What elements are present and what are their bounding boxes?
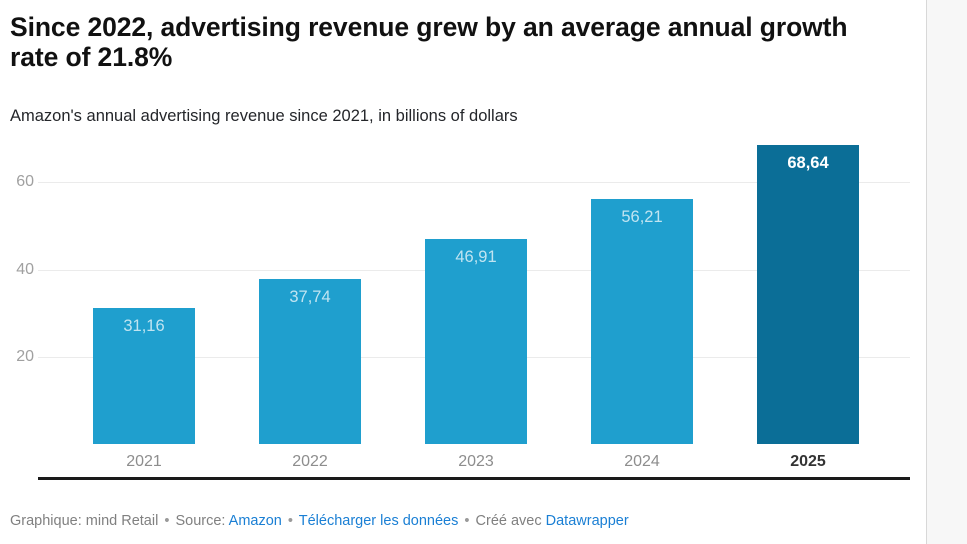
x-axis-tick-2022: 2022 — [292, 453, 328, 470]
bar-value-label: 37,74 — [289, 288, 331, 307]
footer-separator-1: • — [164, 513, 170, 529]
bar-2023[interactable]: 46,91 — [425, 239, 527, 444]
source-link-amazon[interactable]: Amazon — [228, 513, 282, 529]
x-axis-tick-2025: 2025 — [790, 453, 826, 470]
page-title: Since 2022, advertising revenue grew by … — [10, 12, 848, 72]
bar-2024[interactable]: 56,21 — [591, 198, 693, 444]
x-axis-tick-2021: 2021 — [126, 453, 162, 470]
bar-value-label: 56,21 — [621, 207, 663, 226]
bar-2025[interactable]: 68,64 — [757, 144, 859, 444]
bar-2021[interactable]: 31,16 — [93, 308, 195, 444]
chart-subtitle: Amazon's annual advertising revenue sinc… — [10, 107, 518, 125]
y-axis-tick-label: 40 — [16, 260, 34, 278]
footer-separator-2: • — [287, 513, 293, 529]
download-data-link[interactable]: Télécharger les données — [298, 513, 459, 529]
footer-source-label: Source: — [175, 513, 226, 529]
chart-container: Since 2022, advertising revenue grew by … — [0, 12, 926, 531]
plot-area: 20 40 60 31,16 37,74 46,91 56,21 68,64 — [0, 130, 926, 480]
footer-created-label: Créé avec — [475, 513, 542, 529]
x-axis-tick-2023: 2023 — [458, 453, 494, 470]
bar-value-label: 68,64 — [787, 153, 829, 172]
bar-2022[interactable]: 37,74 — [259, 279, 361, 444]
footer-credit: Graphique: mind Retail — [10, 513, 159, 529]
x-axis-labels: 2021 2022 2023 2024 2025 — [0, 452, 926, 478]
bar-value-label: 46,91 — [455, 248, 497, 267]
y-axis-tick-label: 60 — [16, 173, 34, 191]
y-axis-tick-label: 20 — [16, 347, 34, 365]
page-scroll-gutter[interactable] — [926, 0, 967, 544]
x-axis-baseline — [38, 477, 910, 480]
chart-footer: Graphique: mind Retail • Source: Amazon … — [10, 512, 910, 531]
footer-separator-3: • — [464, 513, 470, 529]
datawrapper-link[interactable]: Datawrapper — [545, 513, 629, 529]
x-axis-tick-2024: 2024 — [624, 453, 660, 470]
gridline — [38, 182, 910, 184]
bar-value-label: 31,16 — [123, 317, 165, 336]
